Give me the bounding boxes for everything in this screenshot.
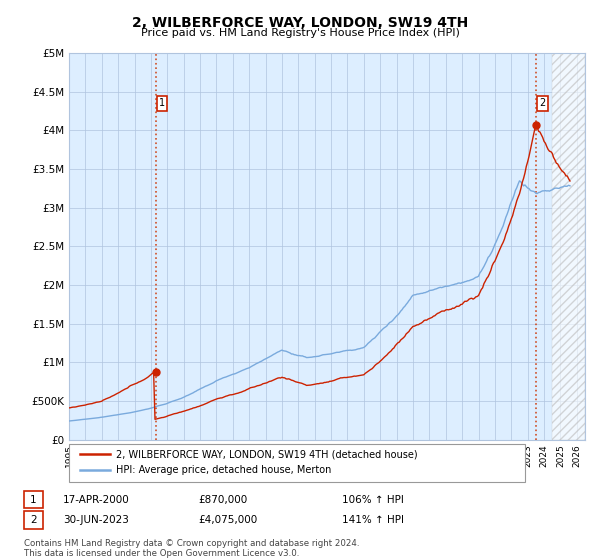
Text: 1: 1 [30,494,37,505]
Text: £870,000: £870,000 [198,494,247,505]
Text: 2: 2 [30,515,37,525]
Text: 30-JUN-2023: 30-JUN-2023 [63,515,129,525]
Text: Contains HM Land Registry data © Crown copyright and database right 2024.
This d: Contains HM Land Registry data © Crown c… [24,539,359,558]
Text: 2, WILBERFORCE WAY, LONDON, SW19 4TH: 2, WILBERFORCE WAY, LONDON, SW19 4TH [132,16,468,30]
Text: Price paid vs. HM Land Registry's House Price Index (HPI): Price paid vs. HM Land Registry's House … [140,28,460,38]
Text: 17-APR-2000: 17-APR-2000 [63,494,130,505]
Text: 106% ↑ HPI: 106% ↑ HPI [342,494,404,505]
Bar [552,53,585,440]
Text: 2: 2 [539,99,545,109]
Text: HPI: Average price, detached house, Merton: HPI: Average price, detached house, Mert… [116,465,331,475]
Text: 2, WILBERFORCE WAY, LONDON, SW19 4TH (detached house): 2, WILBERFORCE WAY, LONDON, SW19 4TH (de… [116,449,418,459]
Text: 1: 1 [159,99,165,109]
Text: £4,075,000: £4,075,000 [198,515,257,525]
Text: 141% ↑ HPI: 141% ↑ HPI [342,515,404,525]
